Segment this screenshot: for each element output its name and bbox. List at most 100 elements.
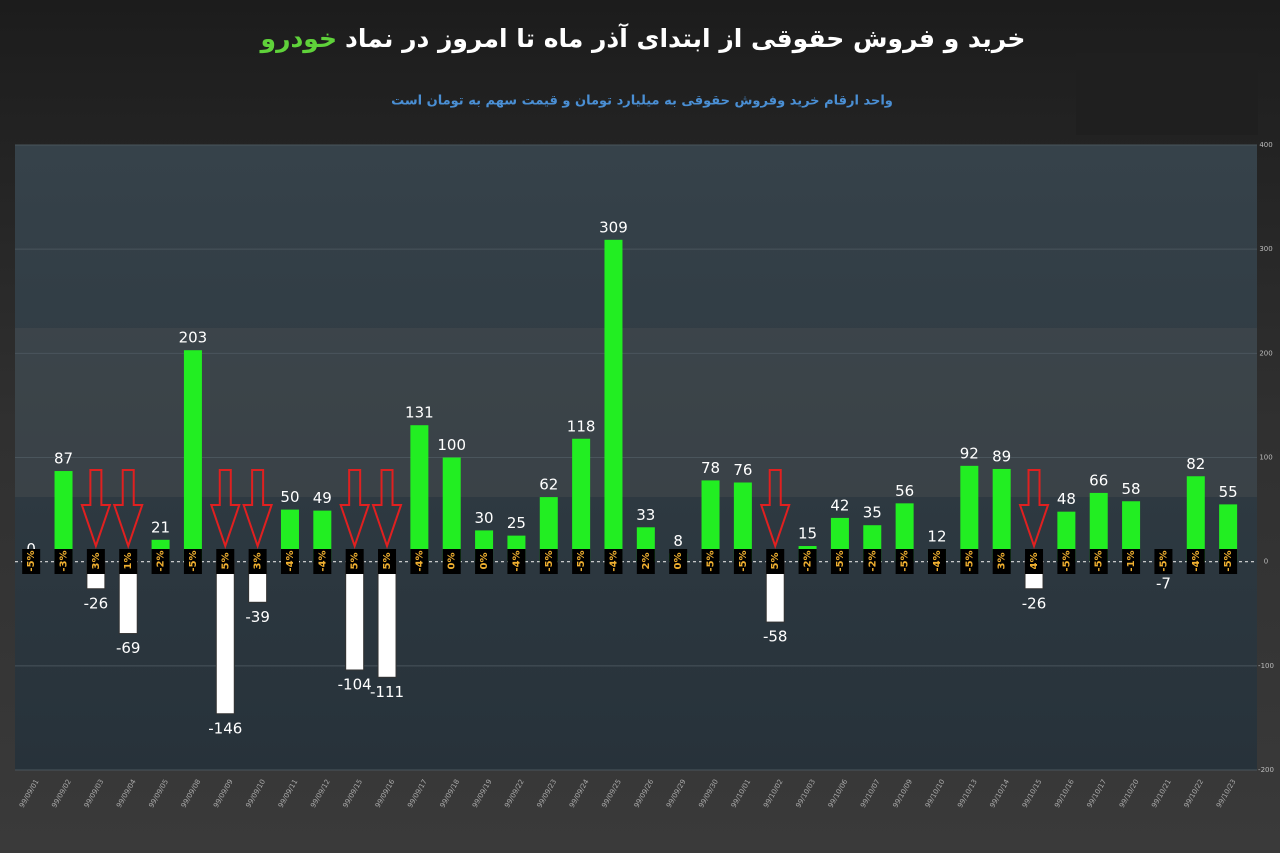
bar [54, 471, 73, 562]
bar [410, 425, 429, 562]
y-tick-label: 400 [1259, 141, 1272, 149]
value-label: 12 [927, 528, 946, 546]
change-box [151, 549, 170, 574]
change-label: -2% [156, 550, 167, 571]
bar [377, 561, 397, 678]
change-label: -5% [706, 550, 717, 571]
change-box [539, 549, 558, 574]
value-label: 15 [798, 525, 817, 543]
change-label: -5% [1061, 550, 1072, 571]
bar [572, 438, 591, 562]
change-box [766, 549, 785, 574]
change-box [895, 549, 914, 574]
bar [539, 497, 558, 562]
change-box [669, 549, 688, 574]
arrow-icon [80, 469, 112, 550]
bar [733, 482, 752, 562]
change-box [572, 549, 591, 574]
change-box [345, 549, 364, 574]
change-label: 2% [641, 553, 652, 570]
change-label: 0% [447, 553, 458, 570]
value-label: 78 [701, 459, 720, 477]
change-box [1122, 549, 1141, 574]
change-label: -4% [608, 550, 619, 571]
y-tick-label: 100 [1259, 454, 1272, 462]
value-label: 48 [1057, 490, 1076, 508]
bar [442, 457, 461, 562]
change-label: -4% [317, 550, 328, 571]
change-box [798, 549, 817, 574]
value-label: 56 [895, 482, 914, 500]
value-label: 131 [405, 404, 434, 422]
bar [895, 503, 914, 562]
value-label: 8 [673, 532, 683, 550]
change-label: -5% [576, 550, 587, 571]
value-label: -26 [84, 594, 109, 612]
change-label: 1% [123, 553, 134, 570]
change-box [378, 549, 397, 574]
value-label: 49 [313, 489, 332, 507]
change-label: 5% [382, 553, 393, 570]
arrow-icon [759, 469, 791, 550]
value-label: -39 [245, 608, 270, 626]
value-label: 50 [280, 488, 299, 506]
value-label: -7 [1156, 574, 1171, 592]
change-box [1154, 549, 1173, 574]
bar [701, 480, 720, 562]
change-label: 3% [253, 553, 264, 570]
y-tick-label: -100 [1258, 662, 1274, 670]
change-label: -5% [1158, 550, 1169, 571]
change-box [830, 549, 849, 574]
change-label: 0% [479, 553, 490, 570]
change-box [54, 549, 73, 574]
change-box [1089, 549, 1108, 574]
value-label: 42 [830, 496, 849, 514]
change-box [927, 549, 946, 574]
change-label: -5% [188, 550, 199, 571]
value-label: -146 [208, 719, 242, 737]
bar [992, 468, 1011, 562]
change-label: -4% [414, 550, 425, 571]
change-box [1219, 549, 1238, 574]
arrow-icon [242, 469, 274, 550]
change-box [1186, 549, 1205, 574]
change-box [22, 549, 41, 574]
value-label: 25 [507, 514, 526, 532]
value-label: 35 [863, 504, 882, 522]
change-label: -4% [1191, 550, 1202, 571]
change-box [183, 549, 202, 574]
change-label: -5% [544, 550, 555, 571]
bar [604, 239, 623, 562]
change-label: -3% [59, 550, 70, 571]
bar [1186, 476, 1205, 562]
change-label: -1% [1126, 550, 1137, 571]
change-label: 4% [1029, 553, 1040, 570]
change-box [636, 549, 655, 574]
change-label: -5% [1223, 550, 1234, 571]
change-box [410, 549, 429, 574]
change-label: -5% [964, 550, 975, 571]
change-label: -2% [867, 550, 878, 571]
bar [960, 465, 979, 562]
change-label: -4% [511, 550, 522, 571]
bar [280, 509, 299, 562]
change-box [280, 549, 299, 574]
change-label: -5% [900, 550, 911, 571]
value-label: 30 [475, 509, 494, 527]
change-label: -5% [835, 550, 846, 571]
value-label: 66 [1089, 471, 1108, 489]
change-box [216, 549, 235, 574]
value-label: -111 [370, 683, 404, 701]
value-label: 58 [1122, 480, 1141, 498]
y-tick-label: 0 [1264, 558, 1268, 566]
arrow-icon [209, 469, 241, 550]
value-label: 118 [567, 417, 596, 435]
value-label: 309 [599, 218, 628, 236]
change-label: -4% [285, 550, 296, 571]
change-label: -5% [1094, 550, 1105, 571]
change-box [475, 549, 494, 574]
y-tick-label: 200 [1259, 349, 1272, 357]
change-box [992, 549, 1011, 574]
